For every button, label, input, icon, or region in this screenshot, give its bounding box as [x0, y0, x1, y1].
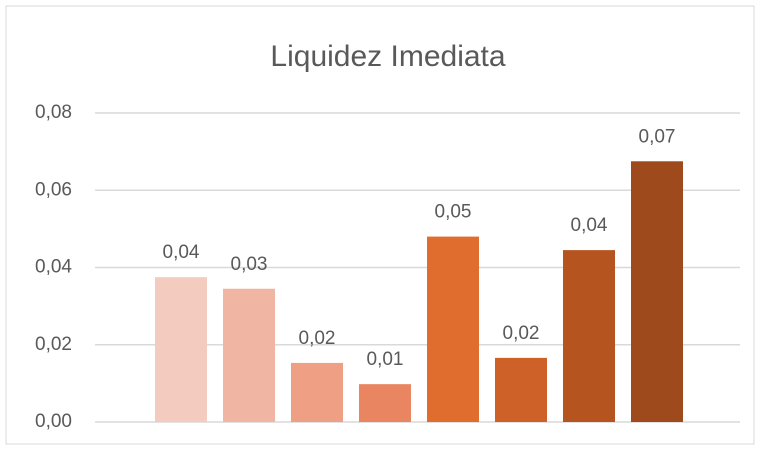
value-label: 0,03: [231, 254, 268, 275]
bar: [427, 236, 479, 422]
bar: [291, 362, 343, 422]
y-tick-label: 0,06: [35, 179, 72, 200]
value-label: 0,05: [435, 202, 472, 223]
value-label: 0,02: [299, 328, 336, 349]
value-label: 0,04: [571, 215, 608, 236]
chart-title: Liquidez Imediata: [270, 40, 505, 73]
bar: [495, 357, 547, 422]
bar: [631, 161, 683, 422]
value-label: 0,02: [503, 323, 540, 344]
bar: [359, 384, 411, 422]
bar: [223, 288, 275, 422]
y-tick-label: 0,08: [35, 102, 72, 123]
y-tick-label: 0,04: [35, 257, 72, 278]
value-label: 0,01: [367, 349, 404, 370]
value-label: 0,04: [163, 242, 200, 263]
y-tick-label: 0,02: [35, 334, 72, 355]
chart-frame: [5, 5, 755, 445]
bar: [563, 250, 615, 422]
bar: [155, 277, 207, 422]
value-label: 0,07: [639, 126, 676, 147]
y-tick-label: 0,00: [35, 411, 72, 432]
